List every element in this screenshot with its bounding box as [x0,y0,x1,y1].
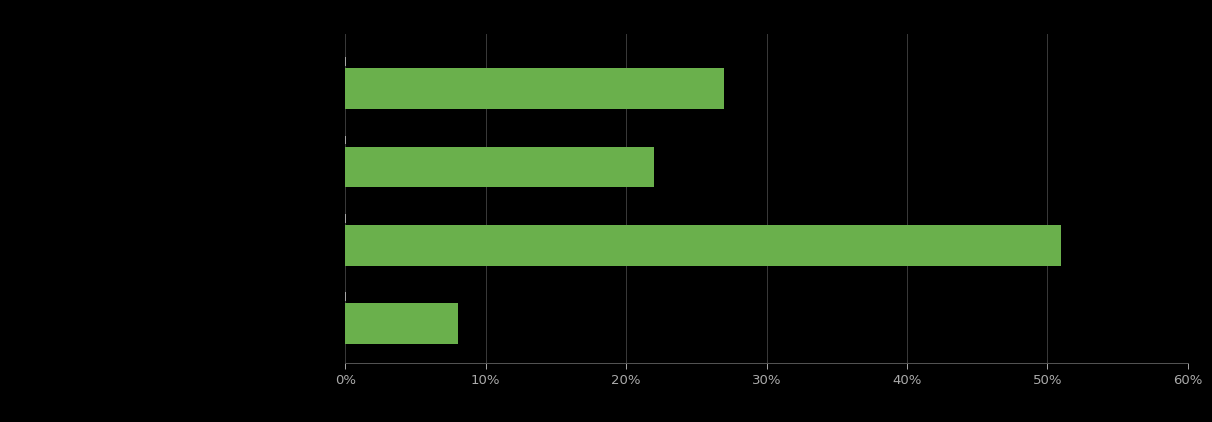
Bar [345,303,458,344]
Bar [345,68,725,109]
Bar [345,225,1062,266]
Bar [345,146,654,187]
